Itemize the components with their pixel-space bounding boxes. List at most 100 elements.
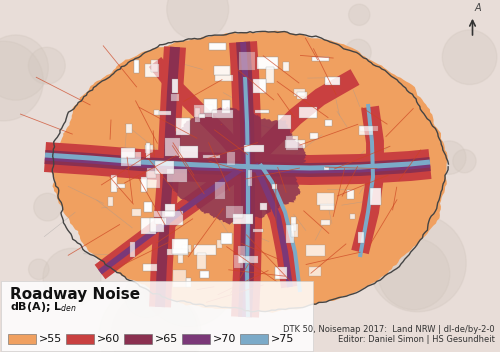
Bar bbox=[155, 161, 174, 175]
Bar bbox=[144, 202, 152, 212]
Bar bbox=[254, 109, 269, 113]
Circle shape bbox=[112, 290, 202, 352]
Bar bbox=[159, 111, 171, 115]
Bar bbox=[155, 218, 166, 224]
Bar bbox=[226, 206, 243, 218]
Bar bbox=[196, 253, 205, 269]
Bar bbox=[312, 57, 329, 61]
Bar bbox=[260, 203, 267, 210]
Bar bbox=[167, 249, 188, 254]
Bar bbox=[214, 66, 230, 75]
Text: Roadway Noise: Roadway Noise bbox=[10, 287, 140, 302]
Circle shape bbox=[378, 238, 450, 310]
Circle shape bbox=[201, 227, 265, 291]
Bar bbox=[310, 133, 318, 139]
Bar bbox=[179, 146, 198, 158]
Bar bbox=[286, 136, 298, 150]
Bar bbox=[172, 239, 188, 254]
Bar bbox=[358, 232, 364, 243]
Bar bbox=[132, 209, 141, 216]
Circle shape bbox=[124, 274, 168, 318]
Bar bbox=[146, 171, 160, 188]
Bar bbox=[234, 256, 243, 268]
Bar bbox=[248, 170, 252, 186]
Bar bbox=[359, 126, 374, 136]
Bar bbox=[278, 115, 291, 129]
Bar bbox=[171, 94, 179, 101]
Bar bbox=[214, 182, 225, 199]
Bar bbox=[196, 108, 200, 122]
Bar bbox=[209, 43, 226, 50]
Bar bbox=[275, 267, 287, 279]
Bar bbox=[244, 145, 264, 152]
Bar bbox=[117, 183, 126, 188]
Circle shape bbox=[432, 141, 466, 174]
Bar bbox=[298, 107, 316, 118]
Bar bbox=[111, 175, 117, 193]
Bar bbox=[199, 114, 205, 118]
Bar bbox=[155, 218, 166, 224]
Circle shape bbox=[34, 193, 62, 221]
Bar bbox=[325, 120, 332, 126]
Bar bbox=[297, 92, 306, 99]
Bar bbox=[174, 270, 186, 287]
Bar bbox=[226, 152, 235, 165]
Bar bbox=[286, 225, 294, 243]
Circle shape bbox=[348, 4, 370, 25]
Bar bbox=[240, 334, 268, 344]
Circle shape bbox=[28, 47, 66, 84]
Bar bbox=[292, 216, 296, 231]
Bar bbox=[252, 228, 263, 232]
Bar bbox=[350, 214, 355, 219]
Bar bbox=[278, 115, 291, 129]
Bar bbox=[222, 233, 232, 244]
Bar bbox=[222, 100, 230, 113]
Bar bbox=[275, 267, 287, 279]
Bar bbox=[179, 146, 198, 158]
Bar bbox=[283, 62, 288, 70]
Bar bbox=[254, 109, 269, 113]
Bar bbox=[150, 218, 164, 232]
Bar bbox=[122, 148, 135, 158]
Bar bbox=[252, 228, 263, 232]
Bar bbox=[155, 161, 174, 175]
Bar bbox=[204, 99, 216, 113]
Bar bbox=[145, 145, 154, 153]
Circle shape bbox=[345, 39, 371, 65]
Bar bbox=[162, 211, 184, 225]
Bar bbox=[272, 184, 278, 189]
Bar bbox=[117, 183, 126, 188]
Bar bbox=[168, 169, 187, 182]
Bar bbox=[204, 99, 216, 113]
Bar bbox=[252, 79, 266, 93]
Bar bbox=[244, 145, 264, 152]
Circle shape bbox=[156, 77, 254, 175]
Bar bbox=[260, 203, 267, 210]
Bar bbox=[222, 100, 230, 113]
Bar bbox=[320, 203, 334, 210]
Bar bbox=[272, 184, 278, 189]
Text: >65: >65 bbox=[155, 334, 178, 344]
Bar bbox=[324, 77, 340, 84]
Bar bbox=[165, 205, 175, 216]
Bar bbox=[150, 218, 164, 232]
Bar bbox=[324, 166, 328, 170]
Bar bbox=[134, 60, 139, 73]
Bar bbox=[286, 225, 294, 243]
Text: dB(A); L$_{den}$: dB(A); L$_{den}$ bbox=[10, 300, 77, 314]
Bar bbox=[194, 105, 212, 117]
Bar bbox=[312, 57, 329, 61]
Circle shape bbox=[442, 30, 497, 84]
Bar bbox=[167, 249, 188, 254]
Bar bbox=[147, 168, 156, 178]
Bar bbox=[212, 111, 234, 118]
Bar bbox=[154, 212, 174, 217]
Bar bbox=[146, 171, 160, 188]
Circle shape bbox=[234, 207, 320, 292]
Bar bbox=[266, 67, 274, 83]
Bar bbox=[154, 110, 159, 115]
Bar bbox=[172, 79, 178, 93]
Bar bbox=[147, 168, 156, 178]
Bar bbox=[360, 126, 378, 132]
Bar bbox=[320, 203, 334, 210]
